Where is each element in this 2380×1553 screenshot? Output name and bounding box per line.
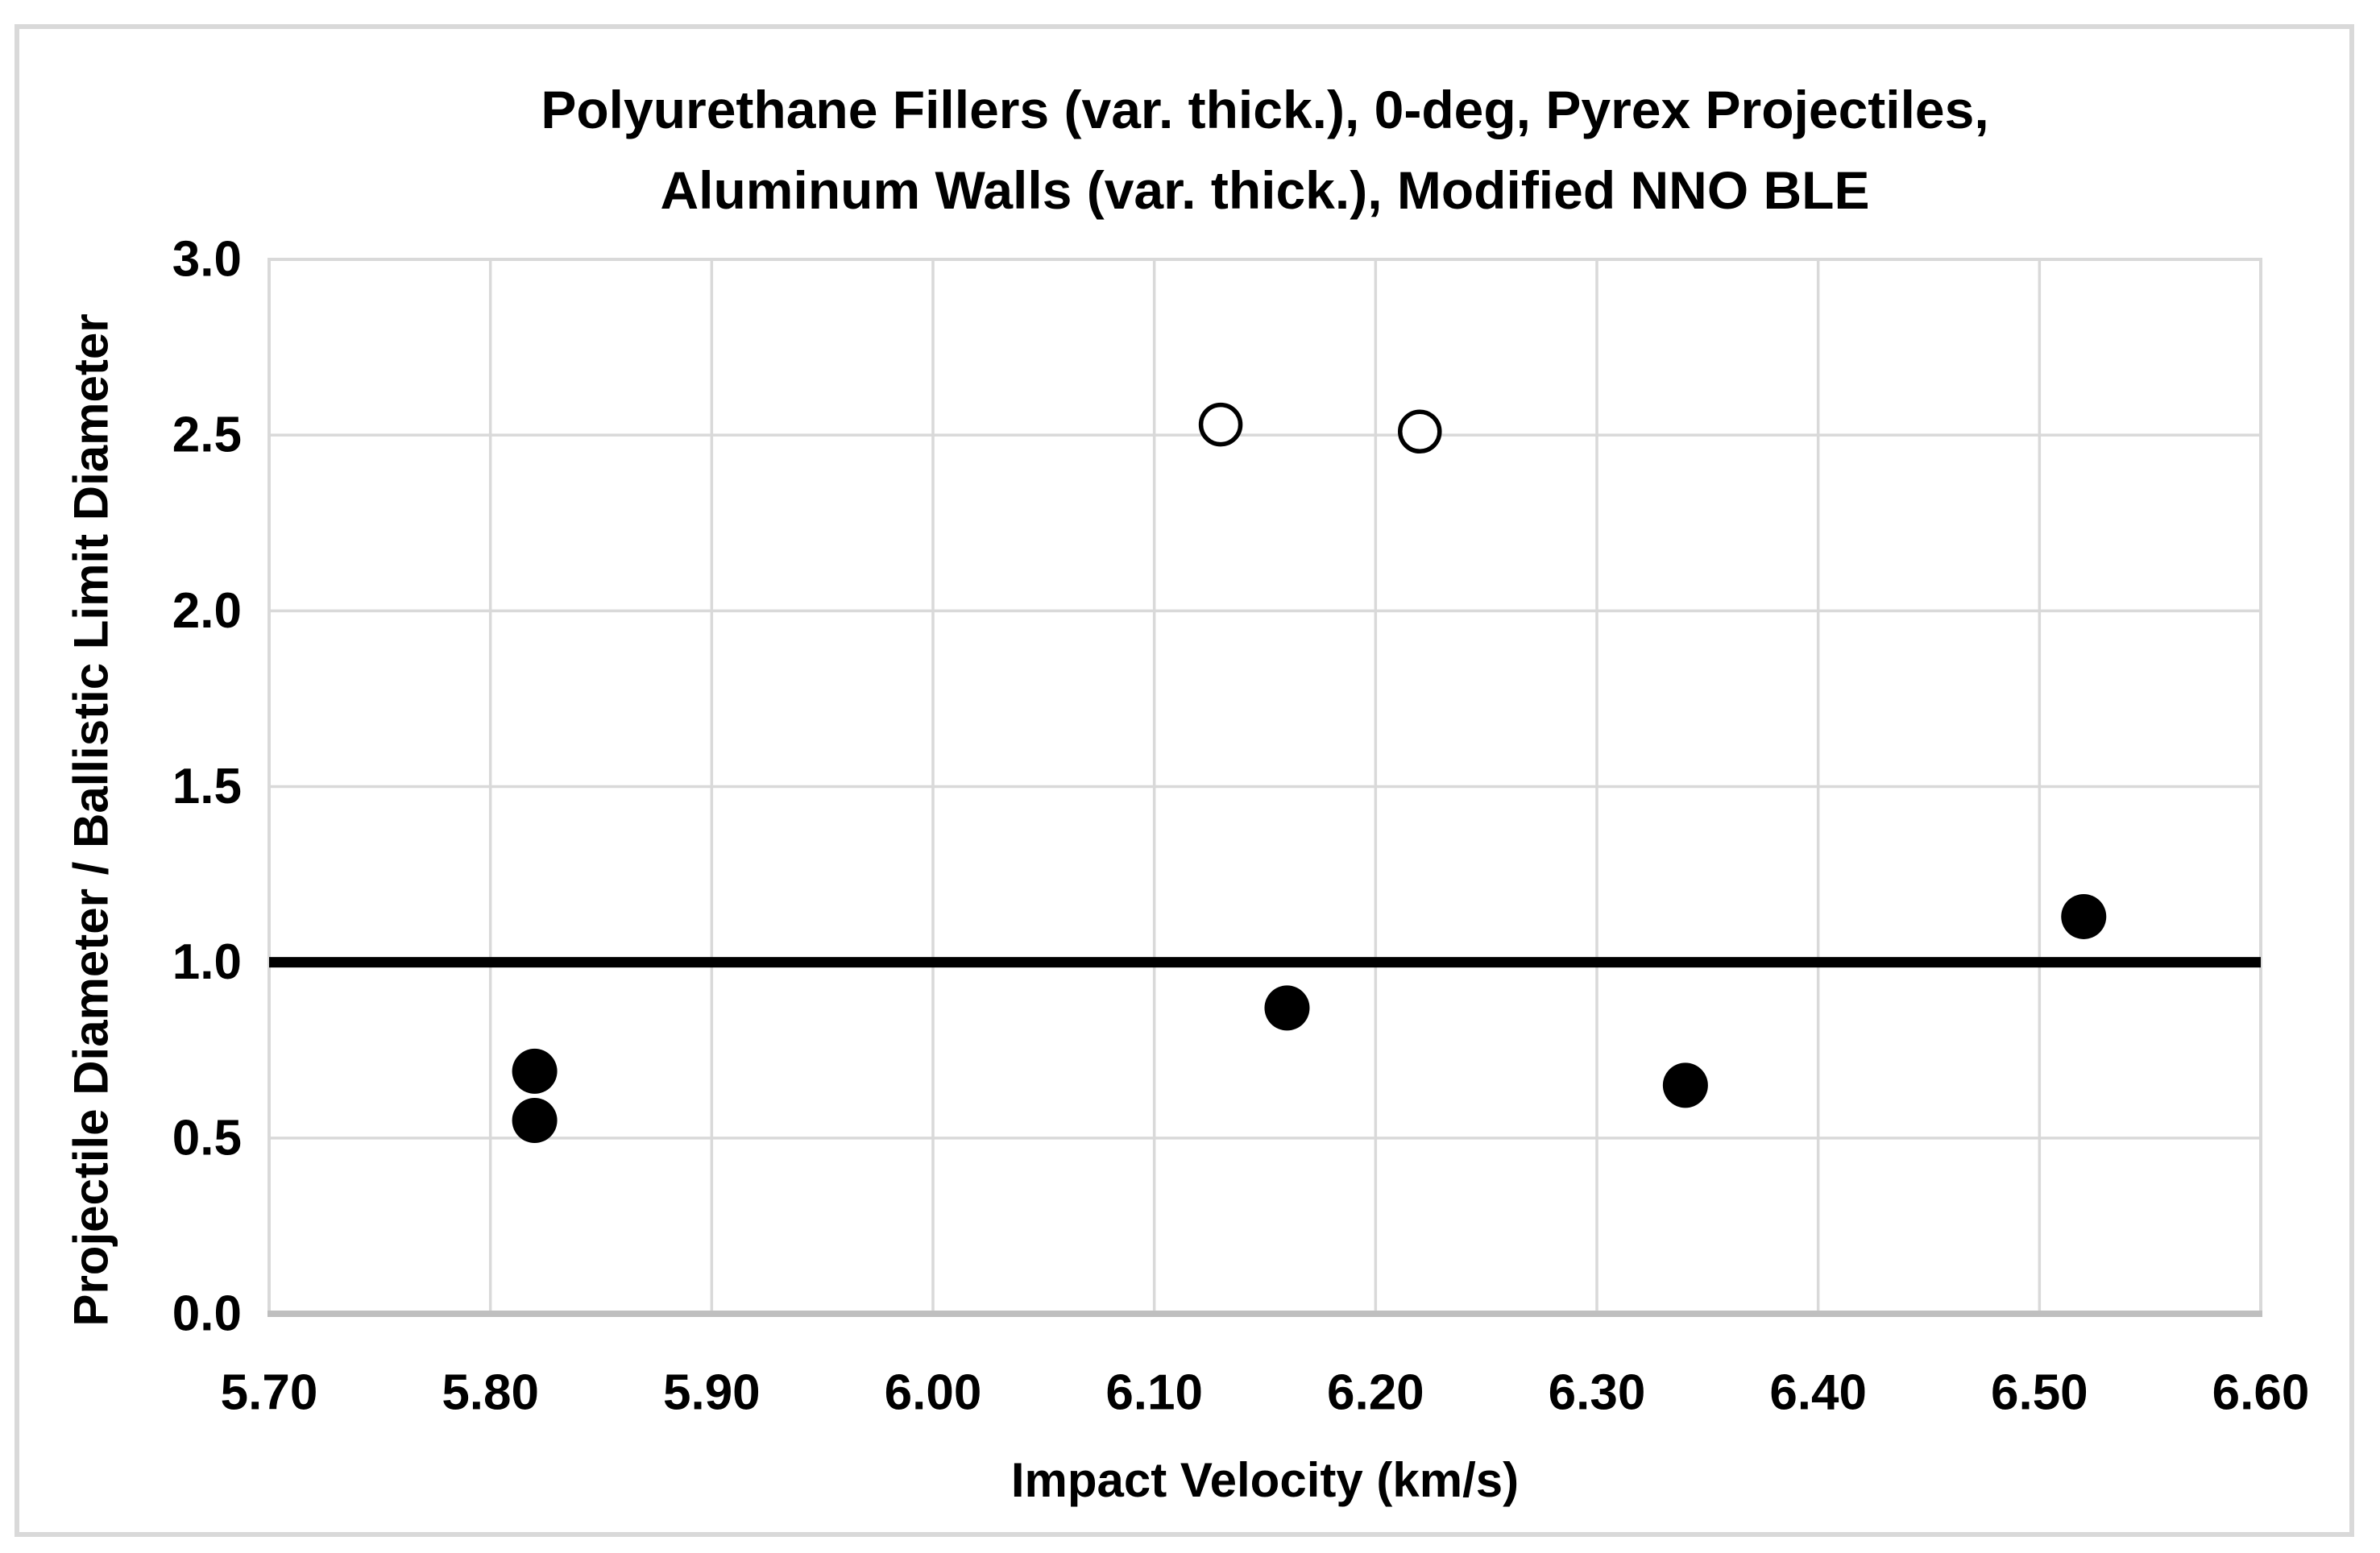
y-tick-label: 2.0 [172,583,242,639]
y-axis-title: Projectile Diameter / Ballistic Limit Di… [64,313,118,1327]
y-tick-label: 1.5 [172,759,242,814]
y-tick-label: 0.0 [172,1286,242,1342]
x-tick-label: 6.40 [1769,1365,1867,1421]
data-point-filled [2061,893,2107,939]
x-axis-title: Impact Velocity (km/s) [1010,1453,1520,1507]
y-tick-label: 3.0 [172,232,242,288]
chart-title: Polyurethane Fillers (var. thick.), 0-de… [269,69,2261,230]
x-tick-label: 6.00 [885,1365,982,1421]
figure-border [15,24,2354,1537]
x-tick-label: 6.10 [1105,1365,1203,1421]
data-point-open [1198,402,1243,447]
data-point-filled [512,1048,558,1094]
x-tick-label: 5.70 [221,1365,318,1421]
data-point-filled [1264,985,1310,1031]
x-tick-label: 6.30 [1549,1365,1646,1421]
chart-title-line-1: Polyurethane Fillers (var. thick.), 0-de… [541,80,1989,139]
x-tick-label: 6.50 [1991,1365,2088,1421]
y-tick-label: 2.5 [172,408,242,463]
x-tick-label: 6.20 [1327,1365,1424,1421]
data-point-filled [1662,1062,1708,1108]
y-tick-label: 1.0 [172,934,242,990]
y-tick-label: 0.5 [172,1110,242,1166]
x-tick-label: 6.60 [2212,1365,2310,1421]
data-point-open [1398,409,1442,454]
x-tick-label: 5.80 [442,1365,539,1421]
chart-title-line-2: Aluminum Walls (var. thick.), Modified N… [660,160,1870,220]
data-point-filled [512,1098,558,1144]
x-tick-label: 5.90 [663,1365,761,1421]
